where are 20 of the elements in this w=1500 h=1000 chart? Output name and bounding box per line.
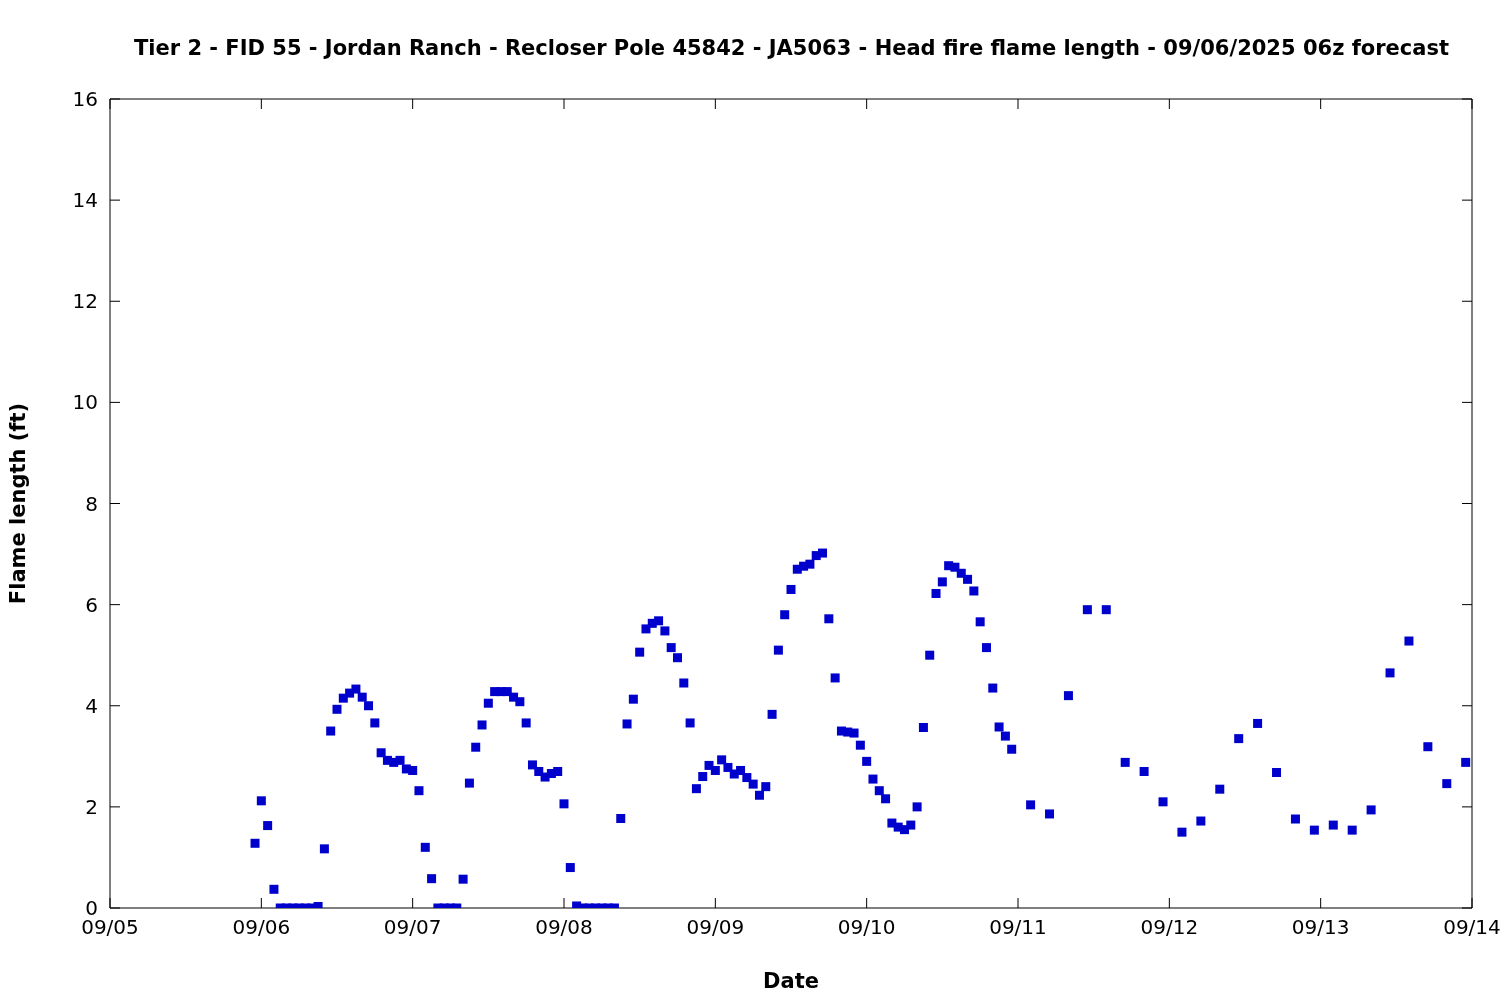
y-tick-label: 16: [72, 87, 98, 112]
x-axis-title: Date: [763, 969, 819, 993]
y-axis-title: Flame length (ft): [6, 402, 31, 605]
x-tick-label: 09/07: [383, 915, 442, 940]
x-tick-label: 09/14: [1443, 915, 1500, 940]
chart-title: Tier 2 - FID 55 - Jordan Ranch - Recloser Pole 45842 - JA5063 - Head fire flame length - 09/06/2025 06z forecast: [133, 36, 1450, 60]
y-tick-label: 12: [72, 289, 98, 314]
y-tick-label: 2: [85, 794, 98, 819]
y-tick-label: 6: [85, 592, 98, 617]
x-tick-label: 09/12: [1140, 915, 1199, 940]
x-tick-label: 09/11: [989, 915, 1047, 940]
x-tick-label: 09/08: [535, 915, 593, 940]
y-tick-label: 10: [72, 390, 98, 415]
x-tick-label: 09/06: [232, 915, 291, 940]
y-tick-label: 8: [85, 491, 98, 516]
x-tick-label: 09/09: [686, 915, 745, 940]
y-tick-label: 14: [72, 188, 98, 213]
x-tick-label: 09/10: [837, 915, 896, 940]
x-tick-label: 09/13: [1291, 915, 1350, 940]
y-tick-label: 4: [85, 693, 98, 718]
